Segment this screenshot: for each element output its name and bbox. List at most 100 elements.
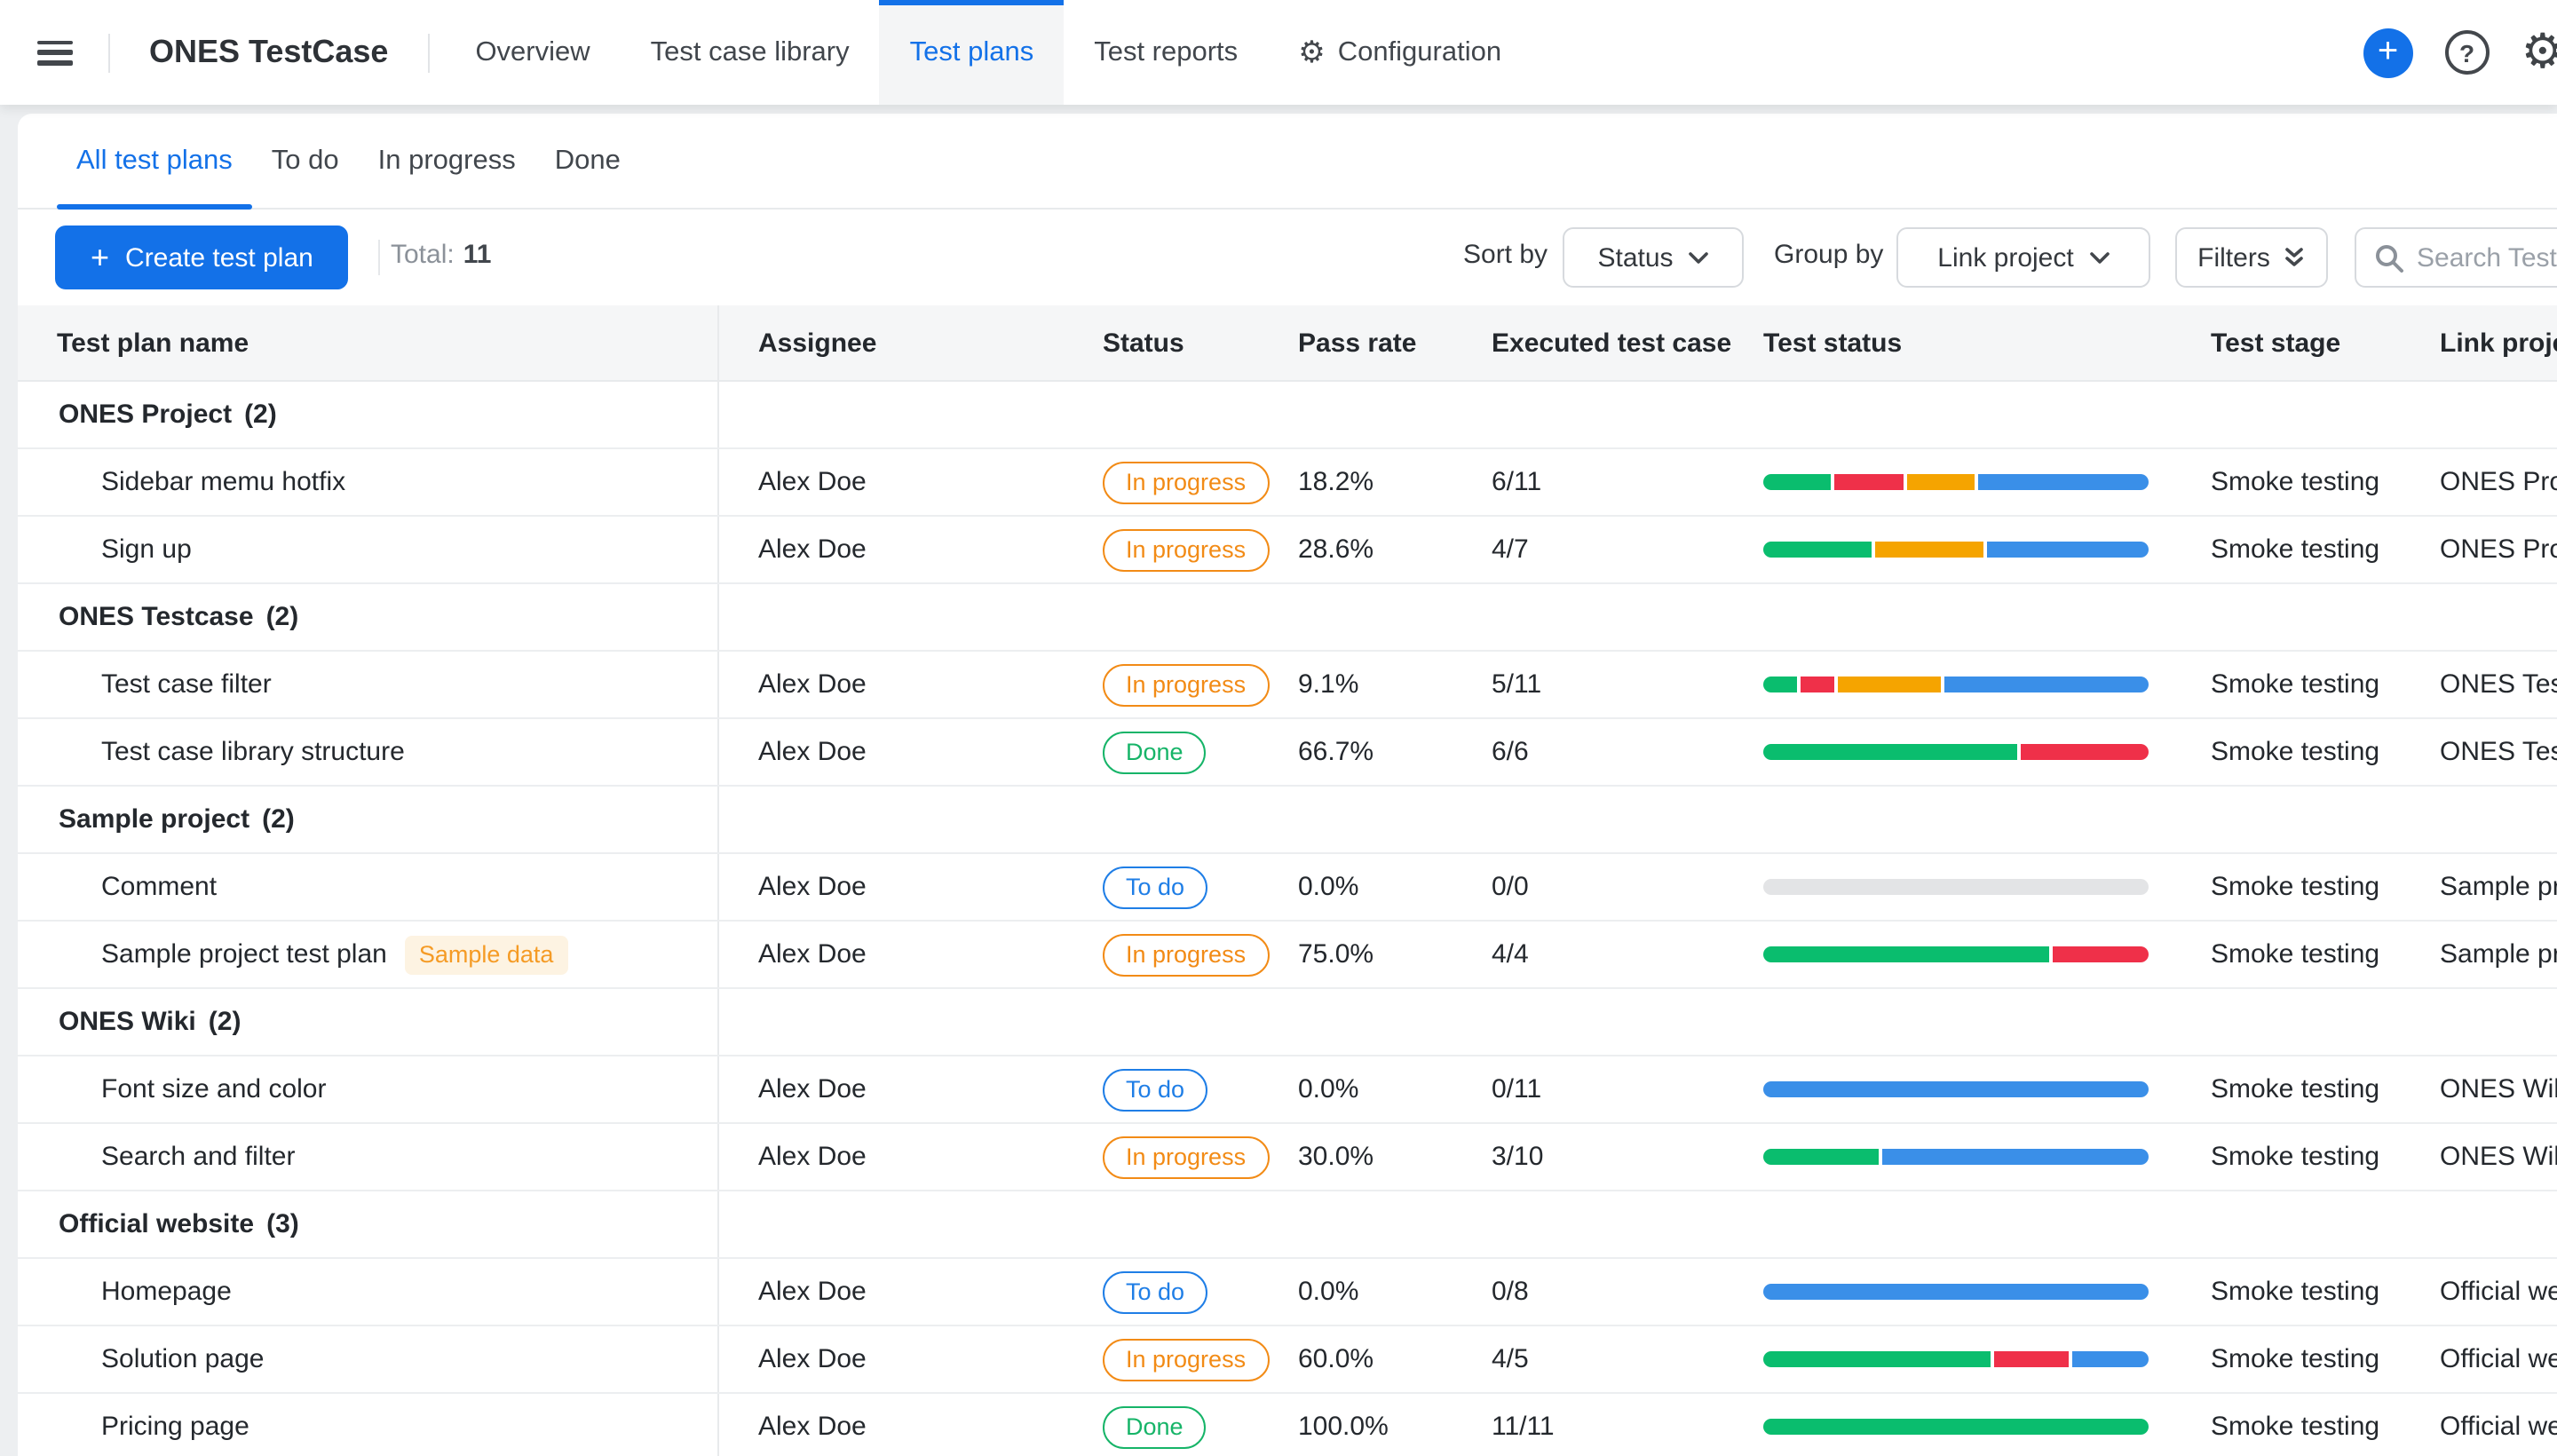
test-plan-name[interactable]: Pricing page bbox=[101, 1412, 249, 1442]
executed-test-case-value: 3/10 bbox=[1492, 1142, 1543, 1172]
nav-item-test-plans[interactable]: Test plans bbox=[880, 0, 1065, 105]
gear-icon[interactable]: ⚙ bbox=[2521, 28, 2557, 76]
pass-rate-value: 30.0% bbox=[1298, 1142, 1373, 1172]
bar-segment-green bbox=[1763, 744, 2018, 760]
bar-segment-green bbox=[1763, 1351, 1991, 1367]
status-badge: In progress bbox=[1103, 1338, 1269, 1381]
test-plan-row[interactable]: Test case library structure Alex Doe Don… bbox=[18, 719, 2557, 787]
link-project-value: ONES Project bbox=[2440, 467, 2557, 497]
pass-rate-value: 0.0% bbox=[1298, 1074, 1358, 1104]
nav-item-test-case-library[interactable]: Test case library bbox=[621, 0, 880, 105]
bar-segment-red bbox=[1801, 677, 1834, 692]
tab-all-test-plans[interactable]: All test plans bbox=[57, 114, 252, 208]
group-name: Sample project bbox=[59, 804, 249, 835]
nav-item-overview[interactable]: Overview bbox=[445, 0, 620, 105]
tab-to-do[interactable]: To do bbox=[252, 114, 359, 208]
test-plan-name[interactable]: Sign up bbox=[101, 534, 192, 565]
test-stage-value: Smoke testing bbox=[2211, 1344, 2379, 1374]
bar-segment-red bbox=[2054, 946, 2149, 962]
test-status-bar bbox=[1763, 1081, 2149, 1097]
test-status-bar bbox=[1763, 879, 2149, 895]
nav-item-test-reports[interactable]: Test reports bbox=[1064, 0, 1268, 105]
test-stage-value: Smoke testing bbox=[2211, 1142, 2379, 1172]
test-stage-value: Smoke testing bbox=[2211, 467, 2379, 497]
test-plan-row[interactable]: Sidebar memu hotfix Alex Doe In progress… bbox=[18, 449, 2557, 517]
test-plan-row[interactable]: Pricing page Alex Doe Done 100.0% 11/11 … bbox=[18, 1394, 2557, 1456]
test-plan-name[interactable]: Font size and color bbox=[101, 1074, 326, 1104]
test-plan-name[interactable]: Homepage bbox=[101, 1277, 232, 1307]
test-plan-row[interactable]: Solution page Alex Doe In progress 60.0%… bbox=[18, 1326, 2557, 1394]
column-header-test-plan-name: Test plan name bbox=[18, 305, 719, 380]
column-header-test-status: Test status bbox=[1763, 328, 2211, 358]
test-plan-name[interactable]: Sample project test plan bbox=[101, 939, 387, 969]
status-badge: To do bbox=[1103, 1068, 1207, 1111]
pass-rate-value: 75.0% bbox=[1298, 939, 1373, 969]
test-plan-name[interactable]: Test case filter bbox=[101, 669, 272, 700]
tab-done[interactable]: Done bbox=[535, 114, 640, 208]
filters-button[interactable]: Filters bbox=[2175, 227, 2328, 288]
link-project-value: ONES Wiki bbox=[2440, 1142, 2557, 1172]
test-plan-name[interactable]: Sidebar memu hotfix bbox=[101, 467, 345, 497]
search-input[interactable] bbox=[2417, 229, 2557, 286]
executed-test-case-value: 4/7 bbox=[1492, 534, 1529, 565]
test-plan-row[interactable]: Sample project test plan Sample data Ale… bbox=[18, 922, 2557, 989]
group-count: (2) bbox=[262, 804, 295, 835]
status-badge: Done bbox=[1103, 1405, 1207, 1448]
nav-divider bbox=[427, 33, 429, 72]
question-circle-icon[interactable]: ? bbox=[2445, 30, 2490, 75]
column-header-executed-test-case: Executed test case bbox=[1492, 328, 1763, 358]
test-plan-row[interactable]: Sign up Alex Doe In progress 28.6% 4/7 S… bbox=[18, 517, 2557, 584]
test-plan-row[interactable]: Comment Alex Doe To do 0.0% 0/0 Smoke te… bbox=[18, 854, 2557, 922]
bar-segment-red bbox=[1994, 1351, 2070, 1367]
nav-item-configuration[interactable]: ⚙ Configuration bbox=[1268, 0, 1532, 105]
test-plan-name[interactable]: Solution page bbox=[101, 1344, 265, 1374]
status-badge: In progress bbox=[1103, 663, 1269, 706]
table-body: ONES Project (2) Sidebar memu hotfix Ale… bbox=[18, 382, 2557, 1456]
group-row[interactable]: ONES Testcase (2) bbox=[18, 584, 2557, 652]
test-status-bar bbox=[1763, 744, 2149, 760]
plus-circle-icon[interactable]: + bbox=[2363, 28, 2413, 77]
link-project-value: Official website bbox=[2440, 1344, 2557, 1374]
create-test-plan-button[interactable]: + Create test plan bbox=[55, 226, 349, 289]
test-status-bar bbox=[1763, 542, 2149, 558]
test-plan-name[interactable]: Test case library structure bbox=[101, 737, 405, 767]
bar-segment-red bbox=[2022, 744, 2149, 760]
test-status-bar bbox=[1763, 474, 2149, 490]
group-by-dropdown[interactable]: Link project bbox=[1896, 227, 2150, 288]
test-plan-row[interactable]: Test case filter Alex Doe In progress 9.… bbox=[18, 652, 2557, 719]
test-plans-panel: All test plans To do In progress Done + … bbox=[18, 114, 2557, 1456]
assignee-name: Alex Doe bbox=[758, 939, 867, 969]
bar-segment-blue bbox=[1763, 1284, 2149, 1300]
group-row[interactable]: ONES Wiki (2) bbox=[18, 989, 2557, 1056]
test-plan-name[interactable]: Comment bbox=[101, 872, 217, 902]
status-badge: Done bbox=[1103, 731, 1207, 773]
column-header-assignee: Assignee bbox=[719, 328, 1103, 358]
link-project-value: Official website bbox=[2440, 1277, 2557, 1307]
top-navigation-bar: ONES TestCase Overview Test case library… bbox=[0, 0, 2557, 105]
gear-icon: ⚙ bbox=[1298, 37, 1326, 67]
group-row[interactable]: Official website (3) bbox=[18, 1191, 2557, 1259]
test-plan-row[interactable]: Search and filter Alex Doe In progress 3… bbox=[18, 1124, 2557, 1191]
group-count: (2) bbox=[209, 1007, 241, 1037]
column-header-status: Status bbox=[1103, 328, 1298, 358]
test-plan-row[interactable]: Font size and color Alex Doe To do 0.0% … bbox=[18, 1056, 2557, 1124]
group-row[interactable]: Sample project (2) bbox=[18, 787, 2557, 854]
group-count: (2) bbox=[244, 400, 277, 430]
view-tabs: All test plans To do In progress Done bbox=[18, 114, 2557, 210]
test-plan-row[interactable]: Homepage Alex Doe To do 0.0% 0/8 Smoke t… bbox=[18, 1259, 2557, 1326]
app-root: ONES TestCase Overview Test case library… bbox=[0, 0, 2557, 1438]
group-count: (3) bbox=[266, 1209, 299, 1239]
test-plan-name[interactable]: Search and filter bbox=[101, 1142, 295, 1172]
bar-segment-green bbox=[1763, 677, 1797, 692]
group-name: ONES Testcase bbox=[59, 602, 254, 632]
executed-test-case-value: 5/11 bbox=[1492, 669, 1541, 700]
group-row[interactable]: ONES Project (2) bbox=[18, 382, 2557, 449]
hamburger-menu-icon[interactable] bbox=[37, 40, 73, 65]
tab-in-progress[interactable]: In progress bbox=[359, 114, 535, 208]
assignee-name: Alex Doe bbox=[758, 737, 867, 767]
assignee-name: Alex Doe bbox=[758, 669, 867, 700]
bar-segment-blue bbox=[1763, 1081, 2149, 1097]
total-value: 11 bbox=[463, 240, 492, 270]
pass-rate-value: 60.0% bbox=[1298, 1344, 1373, 1374]
sort-by-dropdown[interactable]: Status bbox=[1563, 227, 1744, 288]
